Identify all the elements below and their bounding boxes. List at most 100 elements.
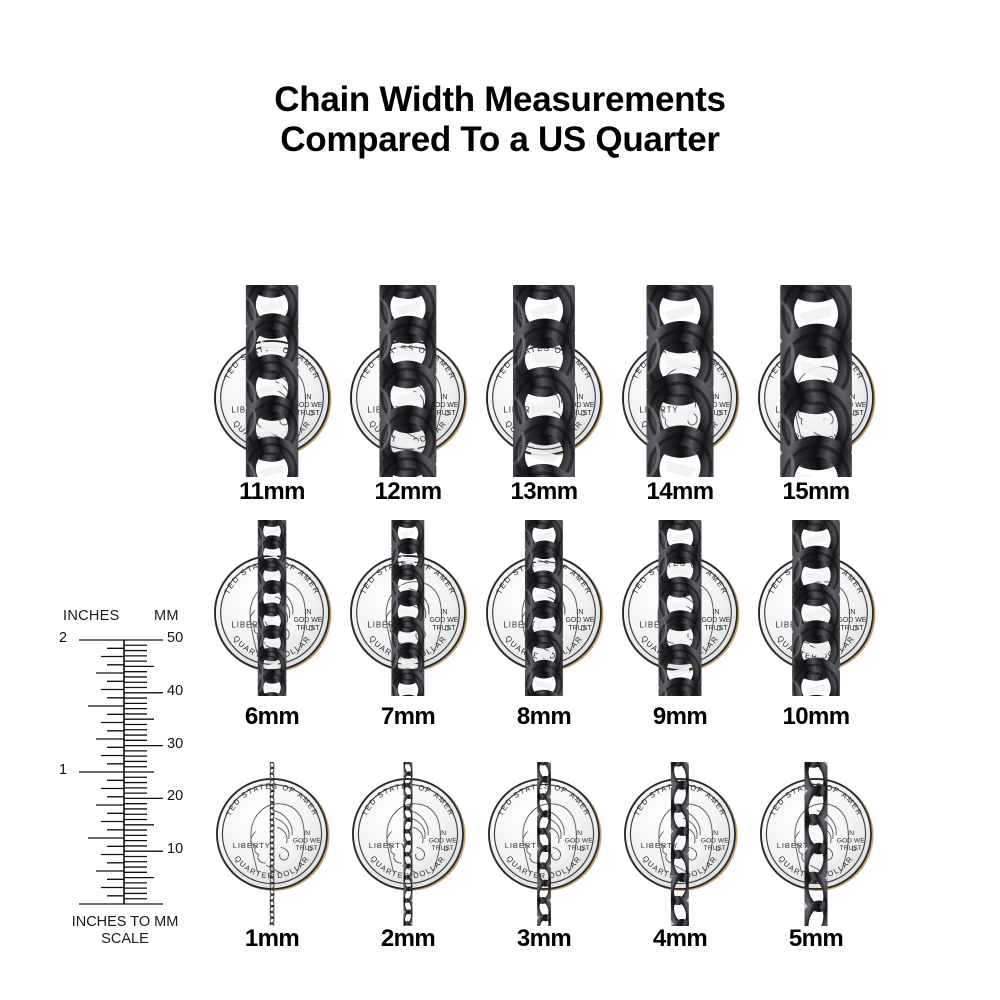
svg-text:IN: IN [575,830,582,837]
svg-text:GOD WE: GOD WE [837,402,866,409]
chain-strand [804,762,828,926]
chain-strand [780,285,852,477]
chain-strand [792,520,840,696]
size-label-11mm: 11mm [239,478,305,505]
chain-3mm [537,762,551,926]
chain-size-cell-11mm: UNITED STATES OF AMERICA QUARTER DOLLAR … [212,285,332,477]
chain-size-cell-7mm: UNITED STATES OF AMERICA QUARTER DOLLAR … [348,520,468,696]
size-label-15mm: 15mm [782,478,851,505]
chain-size-cell-4mm: UNITED STATES OF AMERICA QUARTER DOLLAR … [620,762,740,926]
chain-strand [245,285,299,477]
chain-strand [537,762,551,926]
inches-to-mm-ruler: INCHES MM [55,608,195,953]
ruler-caption: INCHES TO MM SCALE [55,914,195,948]
svg-text:IN: IN [712,394,719,401]
size-label-1mm: 1mm [244,925,300,952]
svg-text:IN: IN [303,830,310,837]
size-label-8mm: 8mm [516,703,572,730]
svg-text:TRUST: TRUST [840,410,864,417]
chain-strand [269,762,275,926]
chain-4mm [670,762,690,926]
svg-text:GOD WE: GOD WE [565,838,594,845]
svg-text:IN: IN [304,394,311,401]
ruler-header-inches: INCHES [63,608,120,624]
ruler-caption-line-1: INCHES TO MM [71,914,179,930]
svg-text:TRUST: TRUST [840,845,862,852]
svg-text:LIBERTY: LIBERTY [777,841,815,850]
chain-strand [379,285,437,477]
size-label-12mm: 12mm [374,478,443,505]
chain-size-cell-6mm: UNITED STATES OF AMERICA QUARTER DOLLAR … [212,520,332,696]
chain-7mm [391,520,425,696]
svg-text:GOD WE: GOD WE [701,617,730,624]
chain-size-cell-8mm: UNITED STATES OF AMERICA QUARTER DOLLAR … [484,520,604,696]
chain-6mm [257,520,287,696]
ruler-mm-label-30: 30 [167,735,184,752]
ruler-inch-label-1: 1 [59,762,68,778]
svg-text:D: D [853,410,858,417]
size-label-4mm: 4mm [652,925,708,952]
chain-strand [403,762,413,926]
ruler-mm-label-20: 20 [167,788,184,805]
chain-strand [524,520,564,696]
chain-strand [670,762,690,926]
svg-text:D: D [309,410,314,417]
svg-text:IN: IN [847,830,854,837]
size-label-2mm: 2mm [380,925,436,952]
chain-size-cell-14mm: UNITED STATES OF AMERICA QUARTER DOLLAR … [620,285,740,477]
size-label-6mm: 6mm [244,703,300,730]
page-title: Chain Width Measurements Compared To a U… [0,80,1000,160]
svg-text:D: D [445,625,450,632]
size-label-14mm: 14mm [646,478,715,505]
svg-text:D: D [309,625,314,632]
svg-text:GOD WE: GOD WE [565,617,594,624]
svg-text:D: D [853,625,858,632]
svg-text:LIBERTY: LIBERTY [505,841,543,850]
svg-text:IN: IN [576,609,583,616]
svg-text:GOD WE: GOD WE [429,617,458,624]
svg-text:TRUST: TRUST [704,625,728,632]
chain-13mm [512,285,576,477]
svg-text:IN: IN [712,609,719,616]
chain-size-cell-3mm: UNITED STATES OF AMERICA QUARTER DOLLAR … [484,762,604,926]
svg-text:LIBERTY: LIBERTY [369,841,407,850]
svg-text:GOD WE: GOD WE [429,402,458,409]
svg-text:D: D [581,625,586,632]
svg-text:IN: IN [848,609,855,616]
svg-text:LIBERTY: LIBERTY [231,621,270,630]
svg-text:GOD WE: GOD WE [293,838,322,845]
svg-text:IN: IN [440,609,447,616]
svg-text:D: D [580,846,585,853]
svg-text:TRUST: TRUST [568,410,592,417]
svg-text:TRUST: TRUST [704,410,728,417]
chain-size-cell-13mm: UNITED STATES OF AMERICA QUARTER DOLLAR … [484,285,604,477]
chain-15mm [780,285,852,477]
svg-text:GOD WE: GOD WE [565,402,594,409]
svg-text:GOD WE: GOD WE [837,838,866,845]
svg-text:GOD WE: GOD WE [701,838,730,845]
chain-9mm [658,520,702,696]
svg-text:LIBERTY: LIBERTY [503,621,542,630]
svg-text:GOD WE: GOD WE [429,838,458,845]
svg-text:LIBERTY: LIBERTY [641,841,679,850]
ruler-ticks [79,639,163,905]
chain-strand [646,285,714,477]
svg-text:IN: IN [440,394,447,401]
chain-2mm [403,762,413,926]
svg-text:D: D [581,410,586,417]
chain-10mm [792,520,840,696]
page-title-line-1: Chain Width Measurements [274,80,726,119]
chain-strand [391,520,425,696]
ruler-mm-label-10: 10 [167,841,184,858]
svg-text:D: D [852,846,857,853]
ruler-caption-line-2: SCALE [101,931,149,947]
ruler-inch-label-2: 2 [59,630,68,646]
svg-text:TRUST: TRUST [432,625,456,632]
chain-strand [512,285,576,477]
chain-1mm [269,762,275,926]
chain-size-cell-12mm: UNITED STATES OF AMERICA QUARTER DOLLAR … [348,285,468,477]
svg-text:TRUST: TRUST [432,845,454,852]
svg-text:D: D [308,846,313,853]
size-label-5mm: 5mm [788,925,844,952]
